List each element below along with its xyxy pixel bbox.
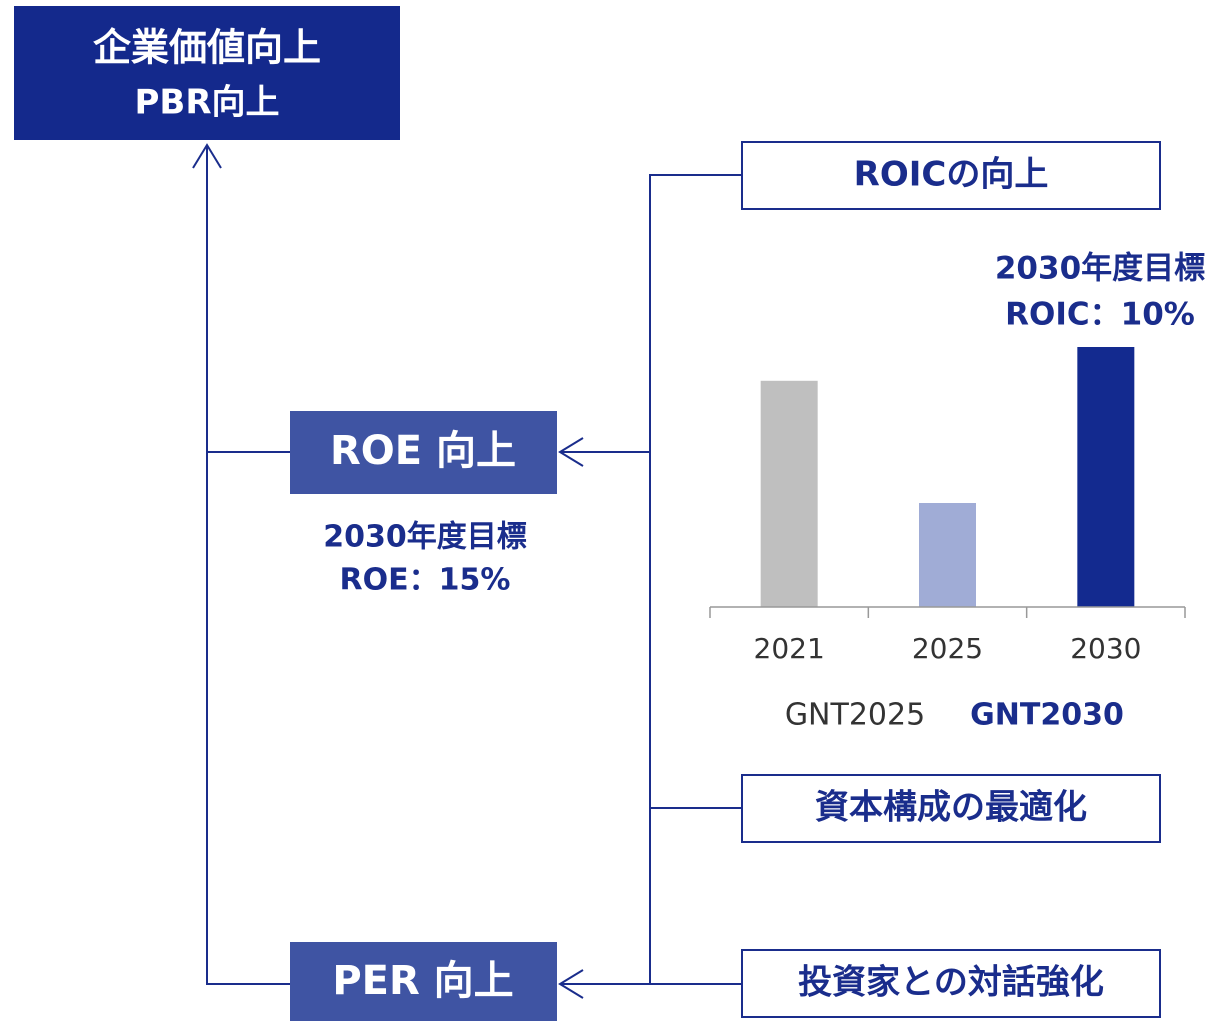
arrow-head [558,969,584,999]
period-label: GNT2030 [970,698,1124,733]
arrow-head [192,143,222,169]
arrow-head [558,437,584,467]
driver-box [741,949,1161,1018]
connector [649,174,742,985]
x-tick-label: 2030 [1070,632,1141,665]
driver-label: ROICの向上 [854,155,1049,195]
connector [206,452,290,985]
top-title: 企業価値向上 [93,26,321,70]
per-box [290,942,557,1021]
driver-label: 資本構成の最適化 [815,788,1087,828]
connector [206,145,290,453]
driver-box [741,774,1161,843]
driver-label: 投資家との対話強化 [798,963,1104,1003]
bar [1077,347,1135,607]
top-box [14,6,400,140]
x-tick-label: 2025 [912,632,983,665]
driver-box [741,141,1161,210]
roe-label: ROE 向上 [330,428,516,474]
roe-target: ROE：15% [340,563,511,598]
per-label: PER 向上 [332,958,513,1004]
bar-chart: 2021 2025 2030 [709,347,1186,665]
top-subtitle: PBR向上 [134,83,279,123]
chart-annotation: ROIC：10% [1005,297,1195,333]
period-label: GNT2025 [785,698,925,733]
bar [760,380,818,607]
roe-box [290,411,557,494]
bar [919,503,976,607]
roe-target: 2030年度目標 [323,520,527,555]
x-tick-label: 2021 [754,632,825,665]
chart-annotation: 2030年度目標 [995,251,1205,287]
